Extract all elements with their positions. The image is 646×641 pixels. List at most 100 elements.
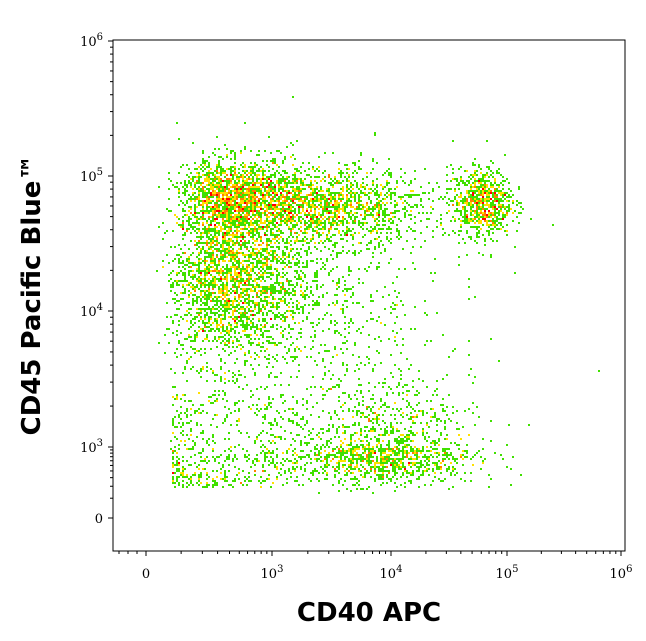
event-dot — [242, 306, 244, 308]
event-dot — [304, 200, 306, 202]
event-dot — [282, 268, 284, 270]
event-dot — [388, 406, 390, 408]
event-dot — [440, 462, 442, 464]
event-dot — [396, 228, 398, 230]
event-dot — [270, 336, 272, 338]
event-dot — [294, 270, 296, 272]
event-dot — [286, 458, 288, 460]
event-dot — [372, 460, 374, 462]
event-dot — [202, 322, 204, 324]
event-dot — [246, 254, 248, 256]
event-dot — [228, 290, 230, 292]
event-dot — [328, 248, 330, 250]
event-dot — [348, 222, 350, 224]
event-dot — [266, 248, 268, 250]
event-dot — [194, 244, 196, 246]
event-dot — [194, 318, 196, 320]
event-dot — [304, 436, 306, 438]
event-dot — [270, 310, 272, 312]
event-dot — [302, 262, 304, 264]
event-dot — [270, 202, 272, 204]
event-dot — [254, 304, 256, 306]
event-dot — [472, 464, 474, 466]
event-dot — [412, 194, 414, 196]
event-dot — [372, 448, 374, 450]
event-dot — [382, 202, 384, 204]
event-dot — [222, 222, 224, 224]
event-dot — [414, 216, 416, 218]
event-dot — [208, 202, 210, 204]
event-dot — [324, 204, 326, 206]
event-dot — [230, 172, 232, 174]
event-dot — [226, 290, 228, 292]
event-dot — [282, 336, 284, 338]
event-dot — [310, 214, 312, 216]
event-dot — [334, 192, 336, 194]
event-dot — [418, 450, 420, 452]
event-dot — [296, 434, 298, 436]
event-dot — [338, 196, 340, 198]
event-dot — [328, 182, 330, 184]
event-dot — [254, 204, 256, 206]
event-dot — [294, 232, 296, 234]
event-dot — [194, 300, 196, 302]
event-dot — [464, 450, 466, 452]
event-dot — [230, 252, 232, 254]
event-dot — [252, 284, 254, 286]
event-dot — [342, 448, 344, 450]
event-dot — [248, 200, 250, 202]
event-dot — [338, 168, 340, 170]
event-dot — [226, 204, 228, 206]
event-dot — [334, 234, 336, 236]
event-dot — [222, 248, 224, 250]
event-dot — [364, 206, 366, 208]
event-dot — [374, 480, 376, 482]
event-dot — [388, 450, 390, 452]
event-dot — [258, 186, 260, 188]
event-dot — [250, 284, 252, 286]
event-dot — [368, 458, 370, 460]
event-dot — [238, 202, 240, 204]
event-dot — [318, 492, 320, 494]
event-dot — [216, 374, 218, 376]
event-dot — [210, 318, 212, 320]
event-dot — [234, 216, 236, 218]
event-dot — [308, 228, 310, 230]
event-dot — [246, 190, 248, 192]
event-dot — [198, 408, 200, 410]
event-dot — [198, 282, 200, 284]
event-dot — [232, 212, 234, 214]
event-dot — [370, 452, 372, 454]
event-dot — [236, 300, 238, 302]
event-dot — [236, 178, 238, 180]
event-dot — [240, 190, 242, 192]
event-dot — [216, 136, 218, 138]
event-dot — [238, 266, 240, 268]
event-dot — [264, 198, 266, 200]
event-dot — [358, 202, 360, 204]
event-dot — [248, 242, 250, 244]
event-dot — [210, 228, 212, 230]
event-dot — [244, 362, 246, 364]
event-dot — [250, 210, 252, 212]
event-dot — [284, 202, 286, 204]
event-dot — [312, 214, 314, 216]
event-dot — [316, 276, 318, 278]
event-dot — [292, 288, 294, 290]
event-dot — [190, 262, 192, 264]
event-dot — [330, 196, 332, 198]
event-dot — [216, 248, 218, 250]
event-dot — [292, 462, 294, 464]
event-dot — [454, 474, 456, 476]
event-dot — [232, 264, 234, 266]
event-dot — [228, 230, 230, 232]
event-dot — [314, 170, 316, 172]
event-dot — [336, 206, 338, 208]
event-dot — [222, 234, 224, 236]
event-dot — [426, 456, 428, 458]
event-dot — [224, 212, 226, 214]
event-dot — [264, 286, 266, 288]
event-dot — [274, 196, 276, 198]
event-dot — [198, 246, 200, 248]
event-dot — [210, 330, 212, 332]
